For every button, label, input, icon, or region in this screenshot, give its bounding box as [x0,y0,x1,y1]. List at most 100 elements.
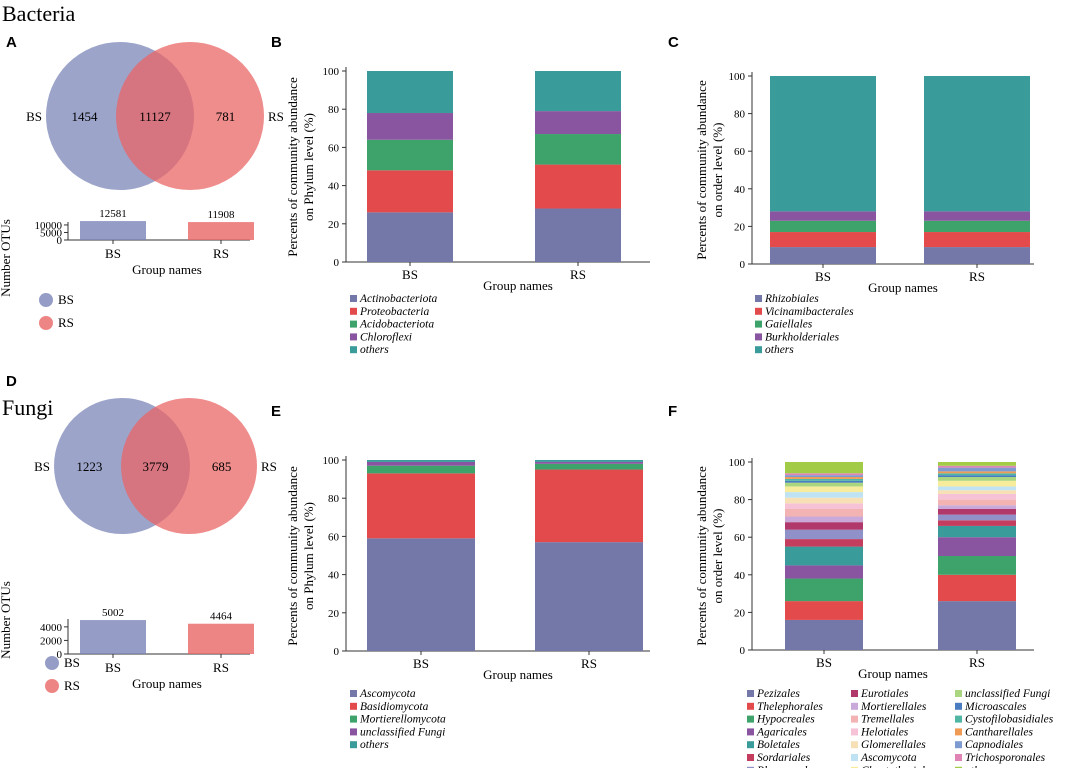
bar-segment [785,475,863,477]
legend-label: unclassified Fungi [965,688,1050,700]
legend-label-rs: RS [58,315,74,330]
otu-bar-value-label: 4464 [210,611,233,623]
legend-swatch [747,690,754,697]
bar-segment [535,462,643,464]
bar-segment [924,211,1030,220]
bar-segment [938,486,1016,490]
y-tick-label: 40 [734,184,746,196]
legend-label: Pezizales [756,688,800,700]
legend-label: Rhizobiales [764,293,819,305]
legend-swatch [755,346,762,353]
otu-bar-bs [80,221,146,240]
legend-swatch [747,741,754,748]
y-tick-label: 80 [734,109,746,121]
legend-label: Agaricales [756,726,807,738]
y-tick-label: 20 [734,607,746,619]
bar-segment [938,500,1016,506]
x-tick-label: BS [105,246,121,261]
legend-swatch [350,728,357,735]
venn-set-label: BS [26,109,42,124]
bar-segment [938,520,1016,526]
legend-label: Glomerellales [861,739,926,751]
legend-swatch [747,754,754,761]
legend-label: Mortierellales [860,701,927,713]
x-tick-label: BS [816,655,832,670]
bar-segment [938,505,1016,509]
x-tick-label: RS [570,267,586,282]
y-tick-label: 0 [740,645,746,657]
legend-label: Microascales [964,701,1027,713]
panel-label-c: C [668,34,679,51]
bar-segment [785,473,863,475]
panel-label-e: E [271,403,281,420]
y-tick-label: 100 [729,71,746,83]
y-tick-label: 0 [334,646,340,658]
bar-segment [938,515,1016,521]
bar-segment [938,537,1016,556]
x-tick-label: RS [969,655,985,670]
x-tick-label: RS [213,660,229,675]
venn-count-shared: 3779 [143,459,169,474]
bar-segment [770,221,876,232]
venn-set-label: BS [34,459,50,474]
panel-f-stacked-bar: 020406080100BS RSGroup namesPercents of c… [694,457,1054,768]
x-tick-label: BS [413,656,429,671]
bar-segment [785,498,863,504]
bar-segment [938,526,1016,537]
bar-segment [367,460,475,462]
otu-bar-bs [80,620,146,654]
legend-label: others [360,739,389,751]
legend-label: Tremellales [861,714,915,726]
y-tick-label: 20 [328,219,340,231]
bar-segment [938,471,1016,473]
bar-segment [938,477,1016,481]
legend-swatch [755,308,762,315]
bar-segment [785,539,863,547]
bar-segment [785,477,863,479]
legend-label: Boletales [757,739,800,751]
y-axis-title: Percents of community abundanceon Phylum… [285,77,316,257]
legend-swatch [955,754,962,761]
legend-label-bs: BS [64,655,80,670]
legend-swatch [747,716,754,723]
legend-label: Actinobacteriota [359,293,438,305]
bar-segment [785,486,863,492]
bar-segment [938,575,1016,601]
bar-segment [535,111,621,134]
bar-segment [785,517,863,523]
bar-segment [535,165,621,209]
panel-label-a: A [6,34,17,51]
y-axis-title: Number OTUs [0,219,13,297]
y-tick-label: 100 [323,66,340,78]
y-tick-label: 2000 [40,635,63,647]
y-axis-title: Percents of community abundanceon order … [694,80,725,260]
panel-label-f: F [668,403,677,420]
x-tick-label: BS [402,267,418,282]
bar-segment [924,232,1030,247]
legend-swatch [747,728,754,735]
venn-circle-rs [121,398,257,534]
legend-label: Capnodiales [965,739,1024,751]
x-tick-label: RS [213,246,229,261]
bar-segment [924,247,1030,264]
legend-label: Thelephorales [757,701,823,713]
panel-label-b: B [271,34,282,51]
y-tick-label: 60 [734,532,746,544]
legend-swatch [350,703,357,710]
legend-marker-rs [45,679,59,693]
bar-segment [938,509,1016,515]
bar-segment [785,492,863,498]
bar-segment [367,473,475,538]
x-tick-label: BS [105,660,121,675]
legend-swatch [350,333,357,340]
legend-label: Proteobacteria [359,306,429,318]
bar-segment [785,462,863,473]
legend-swatch [955,703,962,710]
legend-swatch [350,716,357,723]
bar-segment [785,479,863,481]
legend-swatch [851,716,858,723]
legend-label: Hypocreales [756,714,815,726]
bar-segment [785,601,863,620]
bar-segment [938,473,1016,475]
